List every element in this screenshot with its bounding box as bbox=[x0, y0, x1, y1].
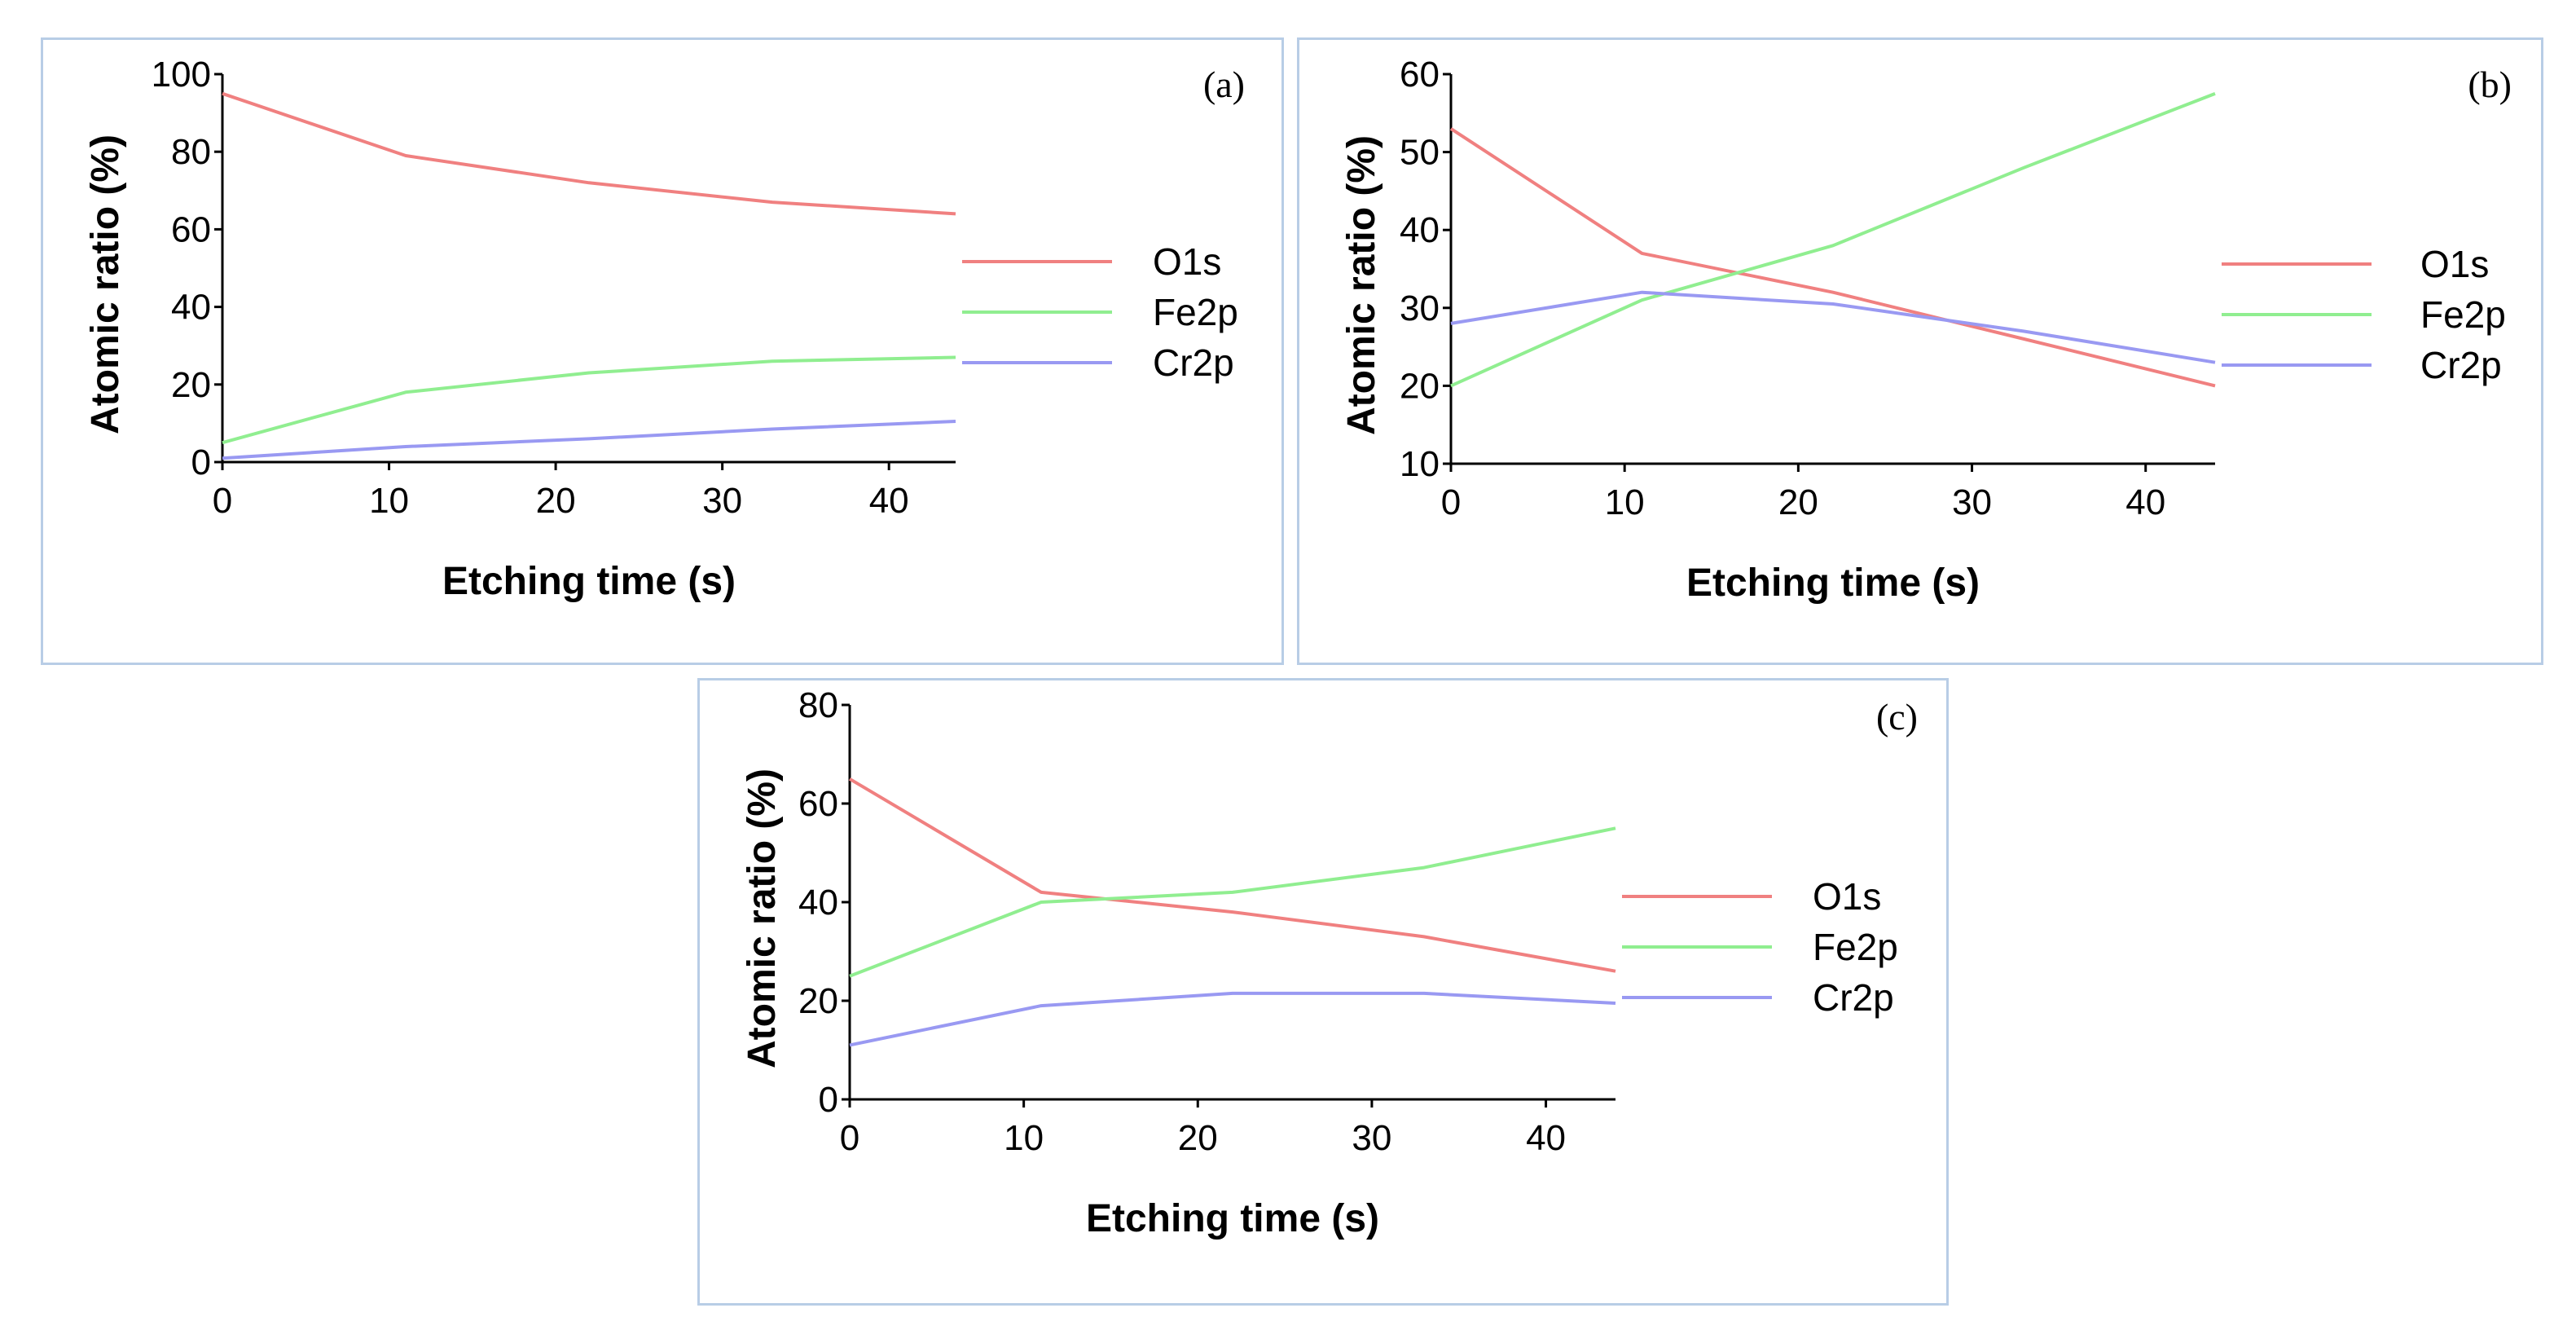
y-axis-title: Atomic ratio (%) bbox=[84, 134, 127, 434]
x-tick-label: 10 bbox=[1004, 1118, 1044, 1158]
legend-label-cr2p: Cr2p bbox=[1153, 341, 1234, 384]
x-tick-label: 20 bbox=[536, 481, 576, 521]
series-line-fe2p bbox=[849, 826, 1616, 978]
legend-label-cr2p: Cr2p bbox=[2420, 344, 2502, 386]
x-tick-label: 0 bbox=[1441, 482, 1461, 522]
chart-panel-c: 0 20 40 60 80 0 10 20 30 40 Etching time (s) Atomic… bbox=[697, 678, 1949, 1306]
y-tick-label: 30 bbox=[1400, 288, 1440, 328]
y-tick-label: 20 bbox=[1400, 366, 1440, 406]
x-tick-label: 40 bbox=[2125, 482, 2165, 522]
legend-label-fe2p: Fe2p bbox=[1153, 291, 1238, 333]
panel-label: (b) bbox=[2468, 64, 2512, 105]
series-line-cr2p bbox=[1450, 290, 2216, 364]
x-tick-label: 40 bbox=[1526, 1118, 1566, 1158]
y-tick-label: 40 bbox=[798, 883, 838, 923]
x-tick-label: 30 bbox=[702, 481, 742, 521]
x-tick-label: 10 bbox=[1605, 482, 1645, 522]
x-tick-label: 10 bbox=[369, 481, 409, 521]
y-tick-label: 40 bbox=[171, 288, 211, 328]
series-line-cr2p bbox=[849, 991, 1616, 1047]
y-tick-label: 50 bbox=[1400, 133, 1440, 173]
y-tick-label: 100 bbox=[152, 55, 211, 95]
panel-label: (c) bbox=[1876, 696, 1918, 738]
legend-label-o1s: O1s bbox=[1813, 875, 1881, 918]
y-axis-title: Atomic ratio (%) bbox=[741, 768, 784, 1068]
chart-panel-b: 10 20 30 40 50 60 0 10 20 30 40 Etching time (s) Ato… bbox=[1297, 37, 2543, 665]
x-axis-title: Etching time (s) bbox=[442, 560, 736, 603]
y-tick-label: 60 bbox=[798, 784, 838, 824]
series-line-cr2p bbox=[222, 420, 956, 460]
chart-panel-a: 0 20 40 60 80 100 0 10 20 30 40 Etching time (s) Ato… bbox=[41, 37, 1284, 665]
y-tick-label: 10 bbox=[1400, 444, 1440, 484]
series-line-fe2p bbox=[1450, 92, 2216, 388]
x-tick-label: 0 bbox=[840, 1118, 859, 1158]
series-line-o1s bbox=[848, 777, 1616, 973]
panel-label: (a) bbox=[1203, 64, 1245, 105]
x-tick-label: 0 bbox=[213, 481, 232, 521]
x-tick-label: 30 bbox=[1352, 1118, 1391, 1158]
series-line-fe2p bbox=[222, 355, 956, 445]
y-tick-label: 80 bbox=[171, 132, 211, 172]
chart-c-svg: 0 20 40 60 80 0 10 20 30 40 Etching time (s) Atomic… bbox=[741, 685, 1918, 1240]
y-tick-label: 20 bbox=[798, 981, 838, 1021]
y-tick-label: 80 bbox=[798, 685, 838, 725]
y-tick-label: 60 bbox=[171, 209, 211, 249]
y-tick-label: 0 bbox=[191, 443, 211, 482]
y-tick-label: 40 bbox=[1400, 210, 1440, 250]
y-tick-label: 0 bbox=[819, 1080, 838, 1120]
legend-label-o1s: O1s bbox=[1153, 240, 1221, 283]
series-line-o1s bbox=[1449, 127, 2216, 388]
x-tick-label: 20 bbox=[1178, 1118, 1218, 1158]
y-tick-label: 20 bbox=[171, 365, 211, 405]
x-tick-label: 20 bbox=[1778, 482, 1818, 522]
legend-label-fe2p: Fe2p bbox=[1813, 926, 1898, 968]
legend-label-o1s: O1s bbox=[2420, 243, 2489, 285]
x-axis-title: Etching time (s) bbox=[1686, 562, 1980, 605]
legend-label-fe2p: Fe2p bbox=[2420, 293, 2506, 336]
y-tick-label: 60 bbox=[1400, 55, 1440, 95]
x-axis-title: Etching time (s) bbox=[1086, 1197, 1379, 1240]
series-line-o1s bbox=[222, 91, 956, 216]
x-tick-label: 40 bbox=[869, 481, 909, 521]
x-tick-label: 30 bbox=[1952, 482, 1992, 522]
y-axis-title: Atomic ratio (%) bbox=[1340, 135, 1383, 435]
chart-a-svg: 0 20 40 60 80 100 0 10 20 30 40 Etching time (s) Ato… bbox=[84, 55, 1245, 603]
legend-label-cr2p: Cr2p bbox=[1813, 976, 1894, 1019]
